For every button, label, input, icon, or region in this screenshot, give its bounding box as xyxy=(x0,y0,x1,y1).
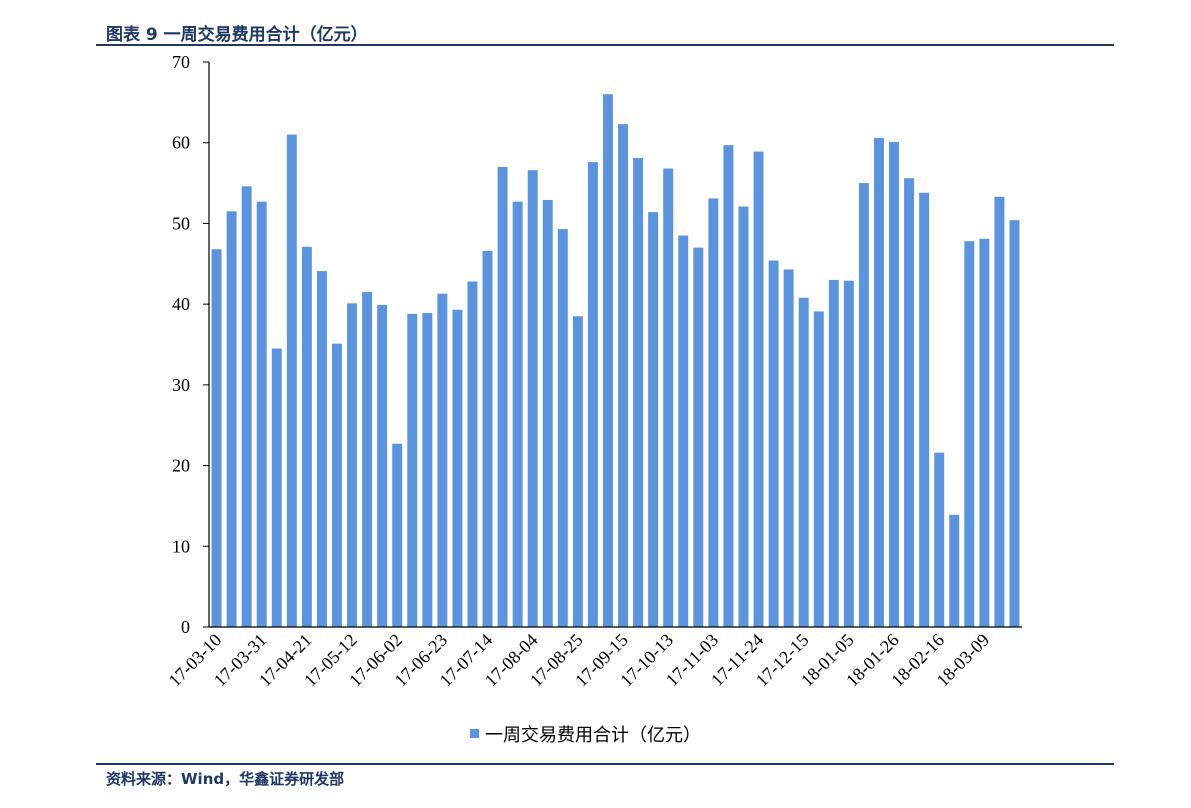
bar xyxy=(226,211,237,627)
y-axis-ticks: 0 10 20 30 40 50 60 70 xyxy=(172,52,209,637)
bar xyxy=(904,178,915,628)
bar xyxy=(798,297,809,627)
bar xyxy=(256,201,267,627)
bar xyxy=(572,316,583,627)
bar xyxy=(362,292,373,627)
bar xyxy=(332,343,342,627)
bar xyxy=(542,200,553,627)
bar xyxy=(557,229,568,627)
bar xyxy=(347,303,357,627)
y-tick-label: 40 xyxy=(172,294,190,314)
bar xyxy=(693,247,704,627)
bar xyxy=(663,168,674,628)
y-tick-label: 60 xyxy=(172,133,190,153)
bar xyxy=(678,235,689,628)
y-tick-label: 10 xyxy=(172,536,190,556)
bar xyxy=(467,281,478,627)
bar xyxy=(211,249,222,627)
bar xyxy=(889,141,899,627)
bar xyxy=(316,271,327,627)
bar xyxy=(858,183,869,627)
bar xyxy=(768,260,779,627)
top-rule xyxy=(96,44,1114,46)
chart-title: 图表 9 一周交易费用合计（亿元） xyxy=(106,25,368,45)
bar xyxy=(301,246,312,627)
bar xyxy=(392,443,403,627)
y-tick-label: 20 xyxy=(172,456,190,476)
axes-group xyxy=(208,62,1022,628)
x-axis-labels: 17-03-1017-03-3117-04-2117-05-1217-06-02… xyxy=(165,630,994,691)
bar xyxy=(587,162,598,627)
bar xyxy=(783,269,794,627)
source-note: 资料来源：Wind，华鑫证券研发部 xyxy=(106,770,345,788)
bar xyxy=(723,145,734,627)
bar xyxy=(603,94,613,628)
legend: 一周交易费用合计（亿元） xyxy=(470,725,701,746)
bar xyxy=(813,311,824,627)
bar xyxy=(738,206,749,628)
bar xyxy=(512,201,523,627)
bar xyxy=(452,309,463,627)
bar xyxy=(949,514,960,627)
legend-swatch xyxy=(470,729,479,738)
bar xyxy=(286,134,297,627)
y-tick-label: 30 xyxy=(172,375,190,395)
bar xyxy=(994,196,1005,628)
bar xyxy=(934,452,945,627)
bottom-rule xyxy=(96,763,1114,765)
y-tick-label: 0 xyxy=(181,617,190,637)
y-tick-label: 50 xyxy=(172,213,190,233)
bars-group xyxy=(211,94,1020,628)
bar xyxy=(482,250,493,627)
bar xyxy=(843,280,854,627)
bar xyxy=(633,158,644,628)
bar xyxy=(964,241,975,627)
bar xyxy=(753,151,764,627)
bar xyxy=(407,313,418,627)
bar xyxy=(618,124,628,628)
bar xyxy=(271,348,282,627)
bar xyxy=(527,170,538,627)
bar xyxy=(437,293,448,627)
bar xyxy=(422,313,433,627)
bar xyxy=(377,304,388,627)
bar xyxy=(648,212,659,627)
y-tick-label: 70 xyxy=(172,52,190,72)
bar xyxy=(979,238,990,627)
bar xyxy=(497,166,508,627)
bar xyxy=(919,192,930,627)
bar xyxy=(828,279,839,627)
bar xyxy=(708,198,719,627)
bar xyxy=(241,186,252,628)
bar xyxy=(874,137,884,627)
bar xyxy=(1009,220,1020,627)
legend-label: 一周交易费用合计（亿元） xyxy=(485,725,701,746)
